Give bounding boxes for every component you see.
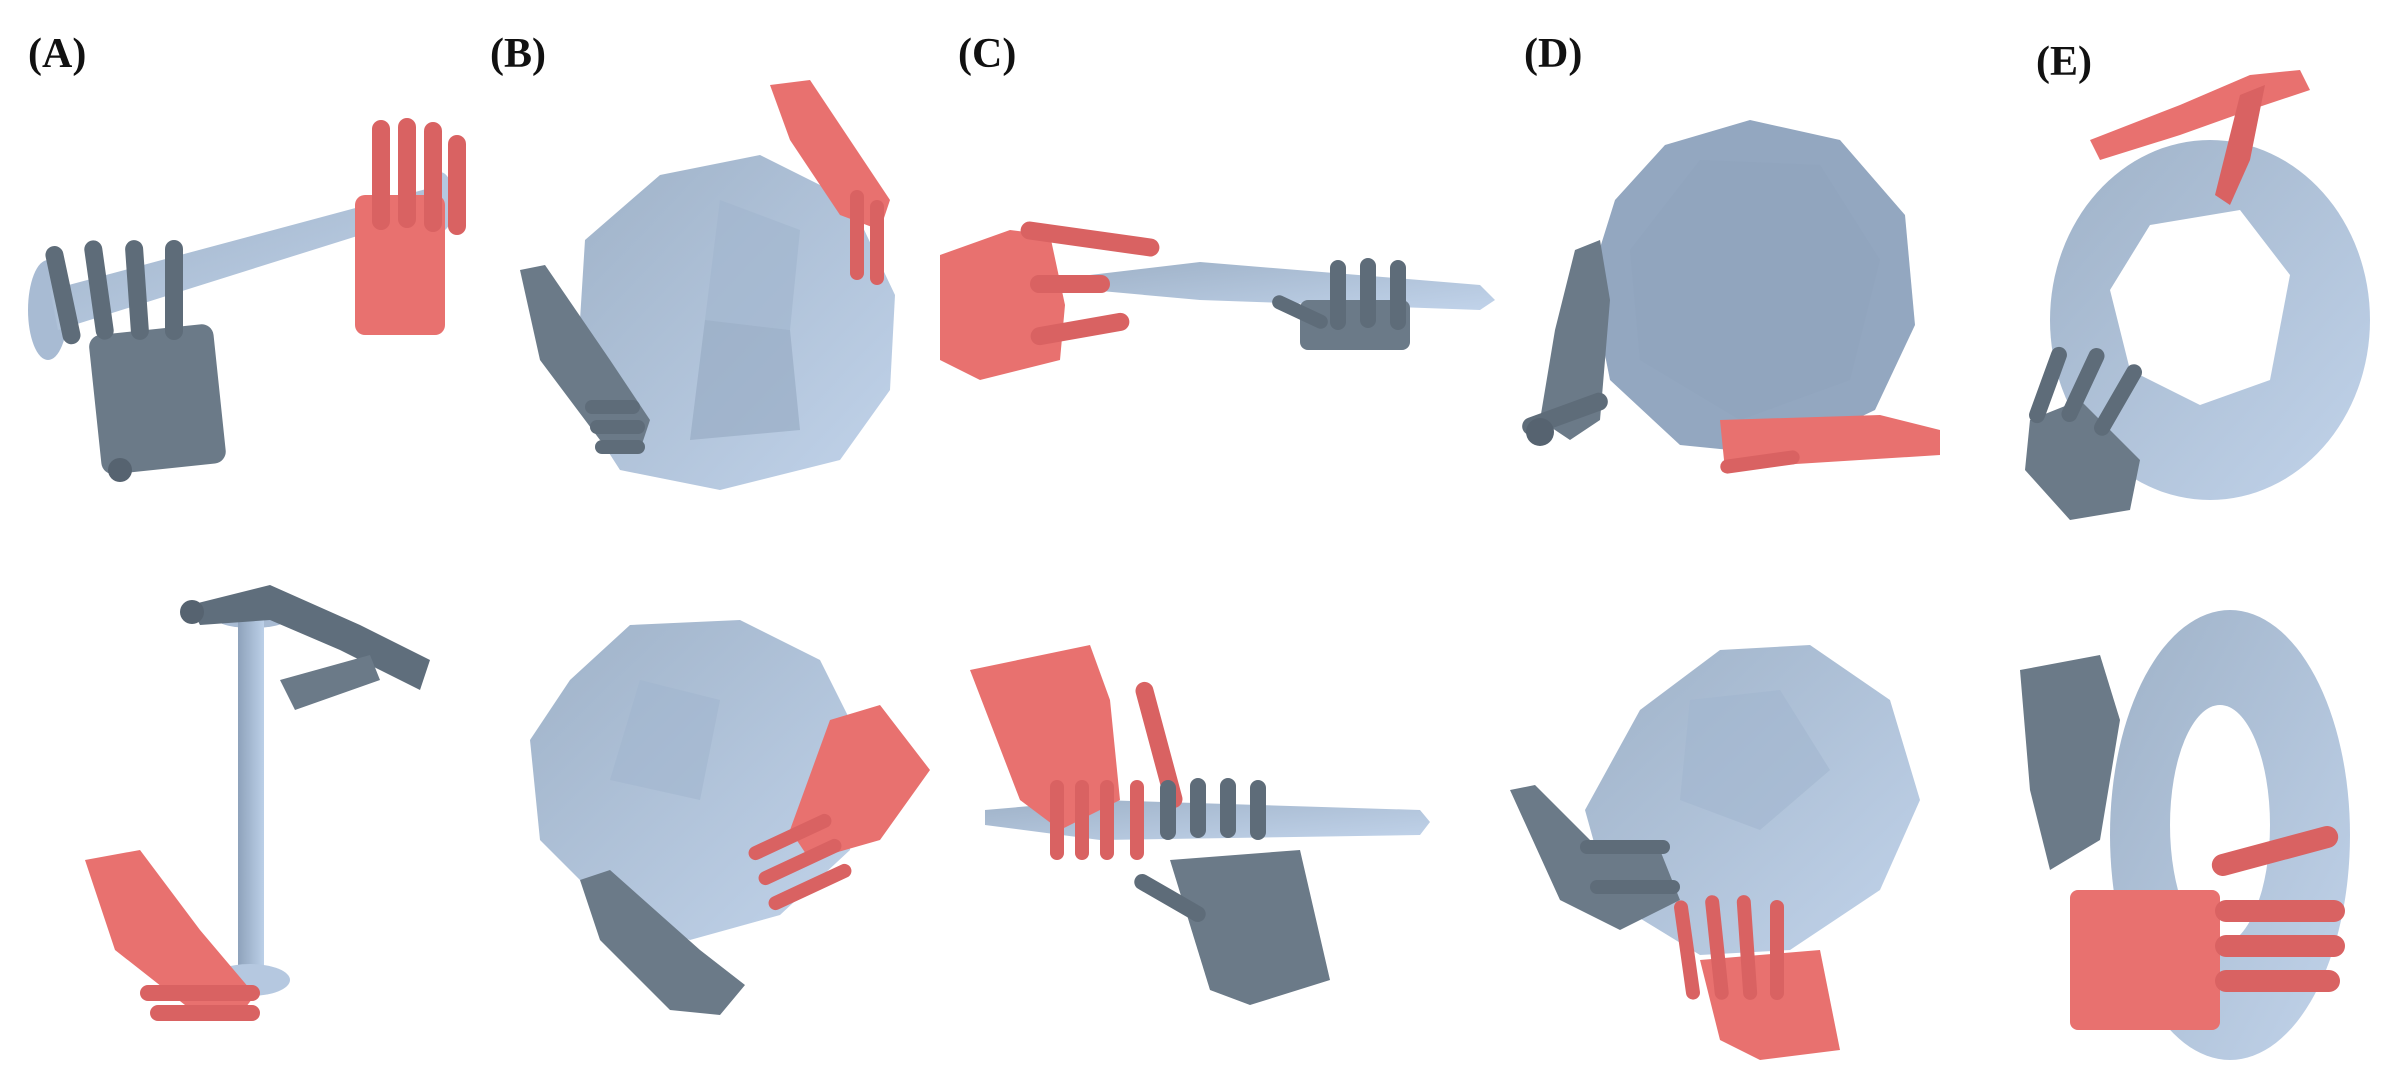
panel-c-bottom-scene xyxy=(970,645,1430,1005)
panel-c-top-scene xyxy=(940,221,1495,380)
panel-label-e: (E) xyxy=(2036,39,2092,85)
panel-b-bottom-scene xyxy=(530,620,930,1015)
left-hand xyxy=(1134,778,1330,1005)
right-hand xyxy=(2070,826,2345,1030)
panel-label-b: (B) xyxy=(490,31,546,77)
left-hand xyxy=(1510,785,1680,930)
torus-object xyxy=(2050,140,2370,500)
panel-d-top-scene xyxy=(1522,120,1940,474)
panel-label-c: (C) xyxy=(958,31,1017,77)
left-hand xyxy=(2025,346,2142,520)
panel-d-bottom-scene xyxy=(1510,645,1920,1060)
panel-a-top-scene xyxy=(28,118,466,482)
left-hand xyxy=(1522,240,1610,446)
left-hand xyxy=(2020,655,2120,870)
panel-label-a: (A) xyxy=(28,31,87,77)
panel-label-d: (D) xyxy=(1524,31,1583,77)
right-hand xyxy=(970,645,1183,860)
panel-e-top-scene xyxy=(2025,70,2370,520)
right-hand xyxy=(1674,895,1840,1060)
left-hand xyxy=(580,870,745,1015)
panel-a-bottom-scene xyxy=(85,585,430,1021)
right-hand xyxy=(770,80,890,285)
right-hand xyxy=(85,850,260,1021)
left-hand xyxy=(45,240,226,482)
stand-object xyxy=(210,612,290,996)
right-hand xyxy=(355,118,466,335)
left-hand xyxy=(520,265,650,454)
right-hand xyxy=(2090,70,2310,205)
right-hand xyxy=(940,221,1160,380)
left-hand xyxy=(180,585,430,710)
right-hand xyxy=(748,705,930,911)
left-hand xyxy=(1272,258,1410,350)
panel-e-bottom-scene xyxy=(2020,610,2350,1060)
right-hand xyxy=(1720,415,1940,474)
panel-b-top-scene xyxy=(520,80,895,490)
